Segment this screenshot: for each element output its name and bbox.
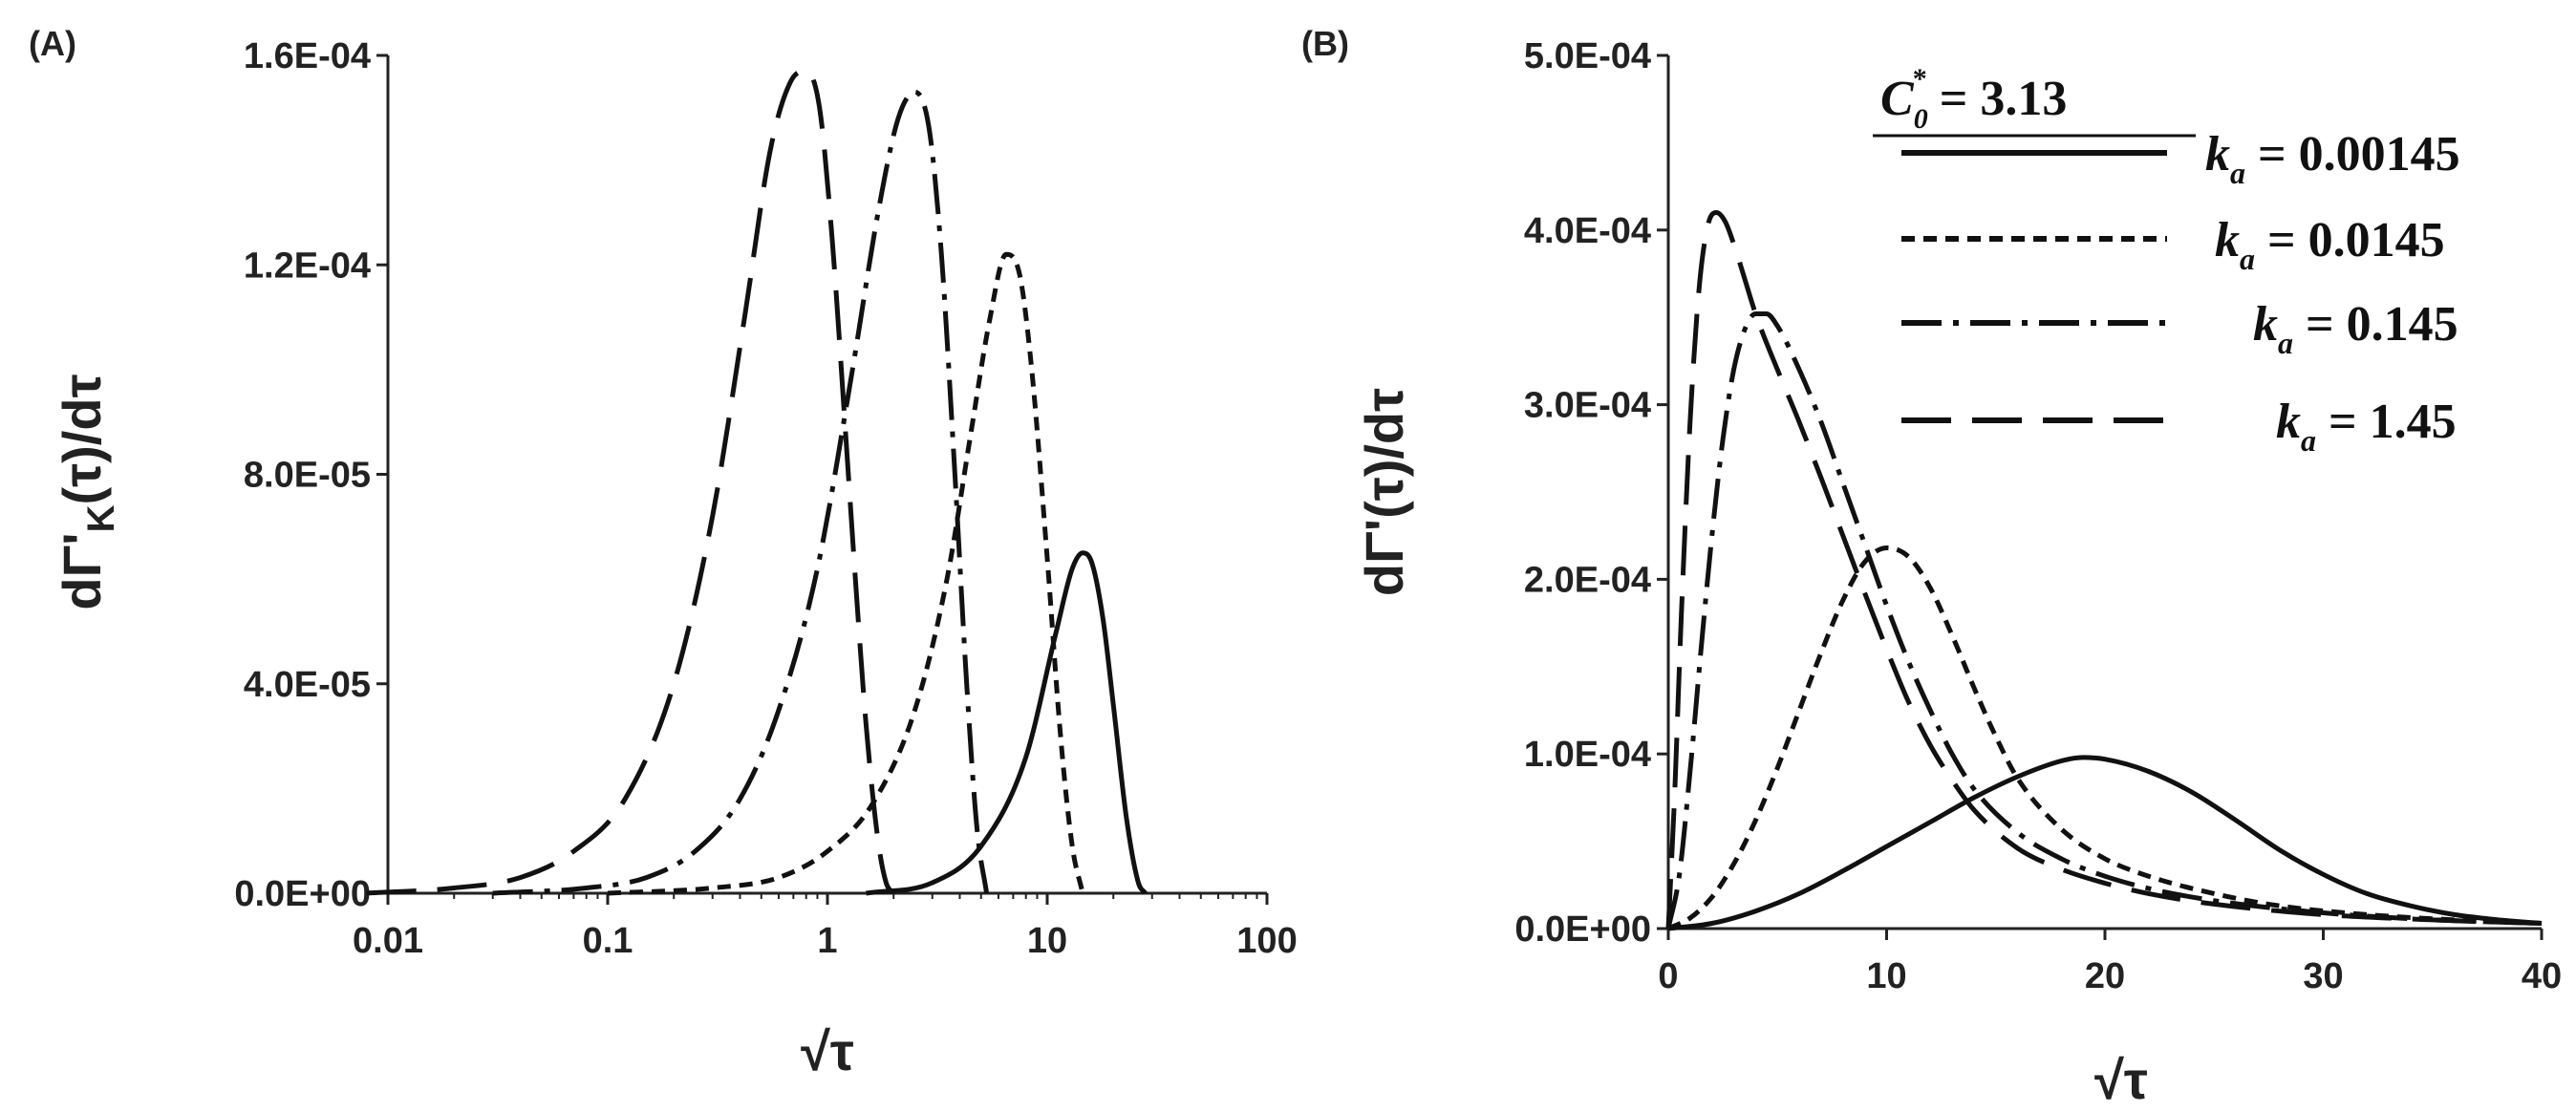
panel-a-series-short-dash: [607, 251, 1085, 896]
panel-b-label: (B): [1301, 24, 1349, 63]
panel-b-y-tick-label: 5.0E-04: [1524, 36, 1651, 76]
svg-text:dΓ'K(τ)/dτ: dΓ'K(τ)/dτ: [52, 374, 122, 609]
panel-a-y-tick-label: 1.6E-04: [244, 36, 371, 76]
panel-b-series-long-dash: [1665, 210, 2543, 930]
panel-a-series-dash-dot: [492, 89, 990, 896]
panel-b-series-short-dash: [1666, 545, 2543, 931]
legend-entry: ka = 0.0145: [2215, 213, 2445, 276]
panel-a-x-tick-label: 0.01: [353, 921, 423, 961]
panel-b: (B) dΓ'(τ)/dτ √τ 0.0E+00 1.0E-04 2.0E-04 3.…: [1301, 24, 2562, 1110]
panel-b-y-axis-label: dΓ'(τ)/dτ: [1354, 388, 1414, 596]
panel-b-x-tick-label: 10: [1866, 956, 1906, 996]
panel-b-x-tick-label: 0: [1658, 956, 1678, 996]
panel-a-y-tick-label: 0.0E+00: [234, 874, 371, 914]
legend-entry: ka = 0.00145: [2205, 127, 2460, 190]
panel-b-plot-area: [1665, 210, 2543, 931]
legend-header: C0* = 3.13: [1880, 63, 2067, 135]
panel-a-x-axis-label: √τ: [801, 1021, 854, 1081]
panel-b-axes: 0.0E+00 1.0E-04 2.0E-04 3.0E-04 4.0E-04 5.0E-…: [1514, 36, 2562, 996]
panel-a-axes: 0.0E+00 4.0E-05 8.0E-05 1.2E-04 1.6E-04 0.01 0…: [234, 36, 1297, 961]
legend-entry: ka = 0.145: [2253, 297, 2458, 360]
panel-b-x-tick-label: 40: [2522, 956, 2562, 996]
panel-b-y-tick-label: 1.0E-04: [1524, 735, 1651, 775]
panel-b-series-solid: [1667, 755, 2543, 931]
panel-b-x-tick-label: 30: [2303, 956, 2343, 996]
panel-b-y-tick-label: 4.0E-04: [1524, 211, 1651, 251]
panel-b-x-tick-label: 20: [2085, 956, 2125, 996]
legend-entry: ka = 1.45: [2276, 395, 2457, 458]
panel-b-y-tick-label: 3.0E-04: [1524, 386, 1651, 426]
panel-a-x-tick-label: 100: [1236, 921, 1297, 961]
panel-b-y-tick-label: 2.0E-04: [1524, 560, 1651, 600]
panel-a-y-tick-label: 1.2E-04: [244, 246, 371, 286]
panel-b-legend: C0* = 3.13 ka = 0.00145 ka = 0.0145 ka = 0.…: [1873, 63, 2460, 458]
panel-a-series-long-dash: [366, 68, 896, 896]
panel-a-label: (A): [29, 24, 76, 63]
panel-a-plot-area: [366, 68, 1148, 896]
panel-b-x-axis-label: √τ: [2094, 1050, 2148, 1110]
panel-a-y-tick-label: 8.0E-05: [244, 456, 371, 496]
panel-b-y-tick-label: 0.0E+00: [1514, 909, 1651, 950]
panel-a: (A) dΓ'K(τ)/dτ √τ 0.0E+00 4.0E-05 8.0E-05 1…: [29, 24, 1298, 1081]
panel-b-series-dash-dot: [1665, 311, 2543, 930]
panel-a-y-axis-label: dΓ'K(τ)/dτ: [52, 374, 122, 609]
panel-a-x-tick-label: 10: [1027, 921, 1067, 961]
panel-a-x-tick-label: 0.1: [583, 921, 633, 961]
panel-a-y-tick-label: 4.0E-05: [244, 665, 371, 705]
panel-a-x-tick-label: 1: [817, 921, 837, 961]
